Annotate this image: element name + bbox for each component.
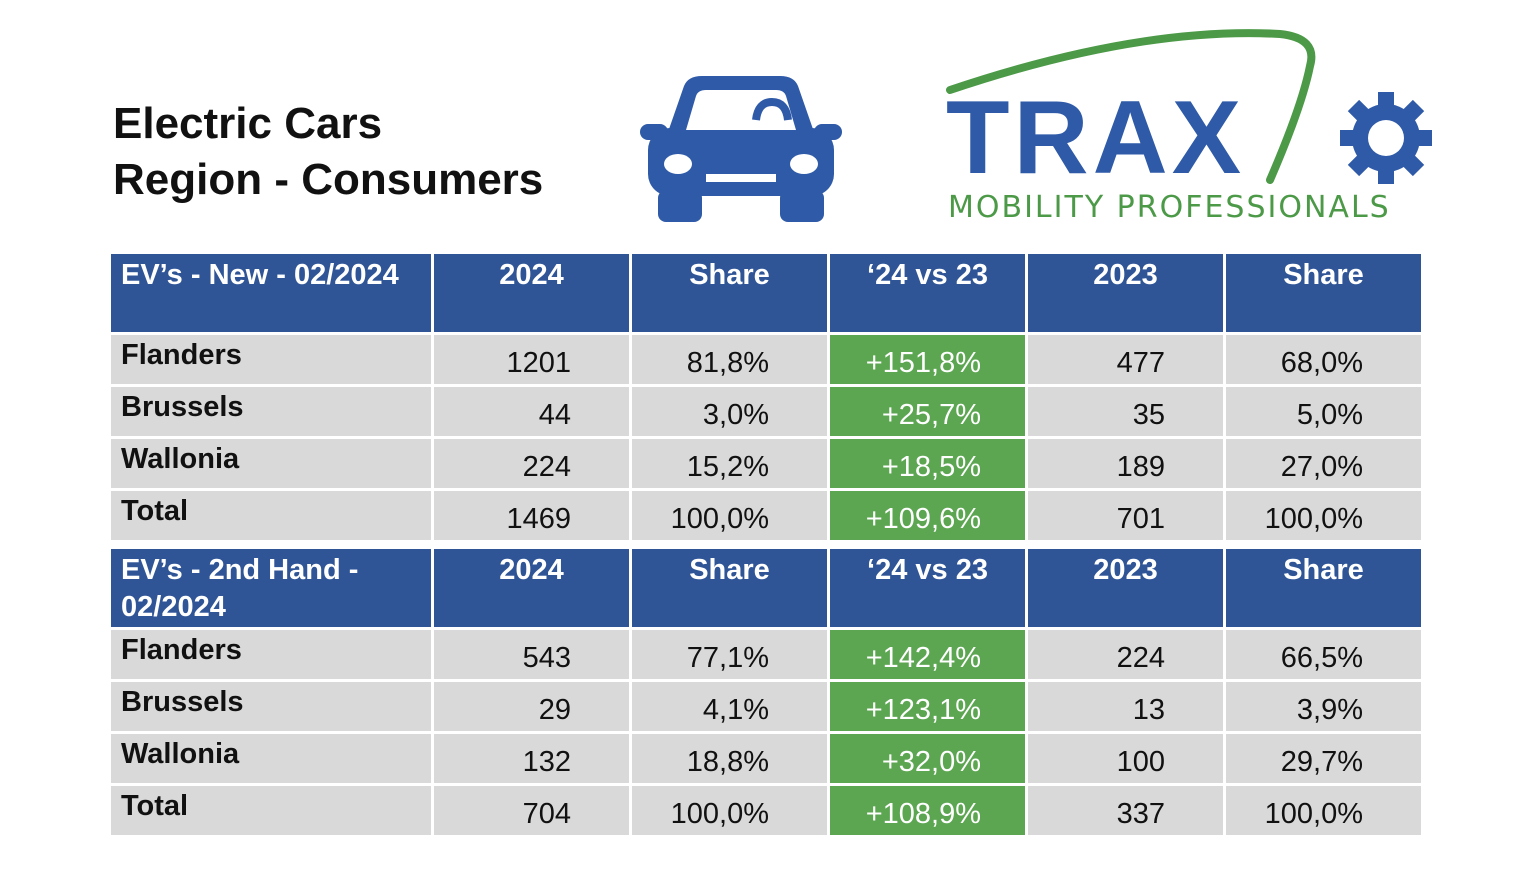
table-header-label: EV’s - New - 02/2024 bbox=[111, 254, 431, 332]
table-row-total: Total 704 100,0% +108,9% 337 100,0% bbox=[111, 786, 1421, 835]
share-2024: 77,1% bbox=[632, 630, 827, 679]
region-name: Wallonia bbox=[111, 734, 431, 783]
table-header-row: EV’s - 2nd Hand - 02/2024 2024 Share ‘24… bbox=[111, 549, 1421, 627]
share-2023: 29,7% bbox=[1226, 734, 1421, 783]
title-line-2: Region - Consumers bbox=[113, 155, 544, 204]
share-2023: 100,0% bbox=[1226, 491, 1421, 540]
share-2023: 100,0% bbox=[1226, 786, 1421, 835]
region-name: Total bbox=[111, 786, 431, 835]
change-value: +32,0% bbox=[830, 734, 1025, 783]
share-2024: 100,0% bbox=[632, 786, 827, 835]
value-2024: 29 bbox=[434, 682, 629, 731]
value-2024: 224 bbox=[434, 439, 629, 488]
header-2024: 2024 bbox=[434, 549, 629, 627]
header-2024: 2024 bbox=[434, 254, 629, 332]
region-name: Wallonia bbox=[111, 439, 431, 488]
change-value: +18,5% bbox=[830, 439, 1025, 488]
gear-icon bbox=[1340, 92, 1432, 184]
logo-tagline: MOBILITY PROFESSIONALS bbox=[948, 190, 1391, 225]
share-2023: 68,0% bbox=[1226, 335, 1421, 384]
value-2023: 337 bbox=[1028, 786, 1223, 835]
table-row: Wallonia 224 15,2% +18,5% 189 27,0% bbox=[111, 439, 1421, 488]
share-2024: 3,0% bbox=[632, 387, 827, 436]
share-2024: 81,8% bbox=[632, 335, 827, 384]
share-2024: 18,8% bbox=[632, 734, 827, 783]
second-hand-ev-table: EV’s - 2nd Hand - 02/2024 2024 Share ‘24… bbox=[108, 546, 1424, 838]
share-2024: 100,0% bbox=[632, 491, 827, 540]
share-2023: 27,0% bbox=[1226, 439, 1421, 488]
value-2024: 132 bbox=[434, 734, 629, 783]
value-2024: 44 bbox=[434, 387, 629, 436]
header-share-2024: Share bbox=[632, 254, 827, 332]
header-2023: 2023 bbox=[1028, 254, 1223, 332]
table-row: Flanders 543 77,1% +142,4% 224 66,5% bbox=[111, 630, 1421, 679]
change-value: +151,8% bbox=[830, 335, 1025, 384]
car-icon bbox=[640, 76, 842, 222]
change-value: +108,9% bbox=[830, 786, 1025, 835]
share-2023: 66,5% bbox=[1226, 630, 1421, 679]
change-value: +109,6% bbox=[830, 491, 1025, 540]
value-2023: 477 bbox=[1028, 335, 1223, 384]
value-2023: 100 bbox=[1028, 734, 1223, 783]
value-2024: 1469 bbox=[434, 491, 629, 540]
header-share-2023: Share bbox=[1226, 549, 1421, 627]
change-value: +142,4% bbox=[830, 630, 1025, 679]
table-row-total: Total 1469 100,0% +109,6% 701 100,0% bbox=[111, 491, 1421, 540]
header-change: ‘24 vs 23 bbox=[830, 254, 1025, 332]
header-2023: 2023 bbox=[1028, 549, 1223, 627]
share-2024: 4,1% bbox=[632, 682, 827, 731]
value-2023: 13 bbox=[1028, 682, 1223, 731]
table-row: Flanders 1201 81,8% +151,8% 477 68,0% bbox=[111, 335, 1421, 384]
value-2024: 543 bbox=[434, 630, 629, 679]
region-name: Total bbox=[111, 491, 431, 540]
share-2024: 15,2% bbox=[632, 439, 827, 488]
table-row: Wallonia 132 18,8% +32,0% 100 29,7% bbox=[111, 734, 1421, 783]
region-name: Brussels bbox=[111, 682, 431, 731]
region-name: Flanders bbox=[111, 335, 431, 384]
share-2023: 5,0% bbox=[1226, 387, 1421, 436]
new-ev-table: EV’s - New - 02/2024 2024 Share ‘24 vs 2… bbox=[108, 251, 1424, 543]
value-2023: 189 bbox=[1028, 439, 1223, 488]
region-name: Flanders bbox=[111, 630, 431, 679]
change-value: +123,1% bbox=[830, 682, 1025, 731]
traxio-logo bbox=[946, 29, 1432, 184]
table-row: Brussels 29 4,1% +123,1% 13 3,9% bbox=[111, 682, 1421, 731]
header-change: ‘24 vs 23 bbox=[830, 549, 1025, 627]
header-share-2023: Share bbox=[1226, 254, 1421, 332]
title-line-1: Electric Cars bbox=[113, 99, 383, 148]
header-share-2024: Share bbox=[632, 549, 827, 627]
change-value: +25,7% bbox=[830, 387, 1025, 436]
value-2024: 704 bbox=[434, 786, 629, 835]
share-2023: 3,9% bbox=[1226, 682, 1421, 731]
value-2024: 1201 bbox=[434, 335, 629, 384]
page-title: Electric Cars Region - Consumers bbox=[113, 96, 543, 208]
logo-wordmark: TRAXIO bbox=[946, 86, 1336, 190]
table-header-row: EV’s - New - 02/2024 2024 Share ‘24 vs 2… bbox=[111, 254, 1421, 332]
value-2023: 35 bbox=[1028, 387, 1223, 436]
value-2023: 701 bbox=[1028, 491, 1223, 540]
value-2023: 224 bbox=[1028, 630, 1223, 679]
table-header-label: EV’s - 2nd Hand - 02/2024 bbox=[111, 549, 431, 627]
table-row: Brussels 44 3,0% +25,7% 35 5,0% bbox=[111, 387, 1421, 436]
region-name: Brussels bbox=[111, 387, 431, 436]
